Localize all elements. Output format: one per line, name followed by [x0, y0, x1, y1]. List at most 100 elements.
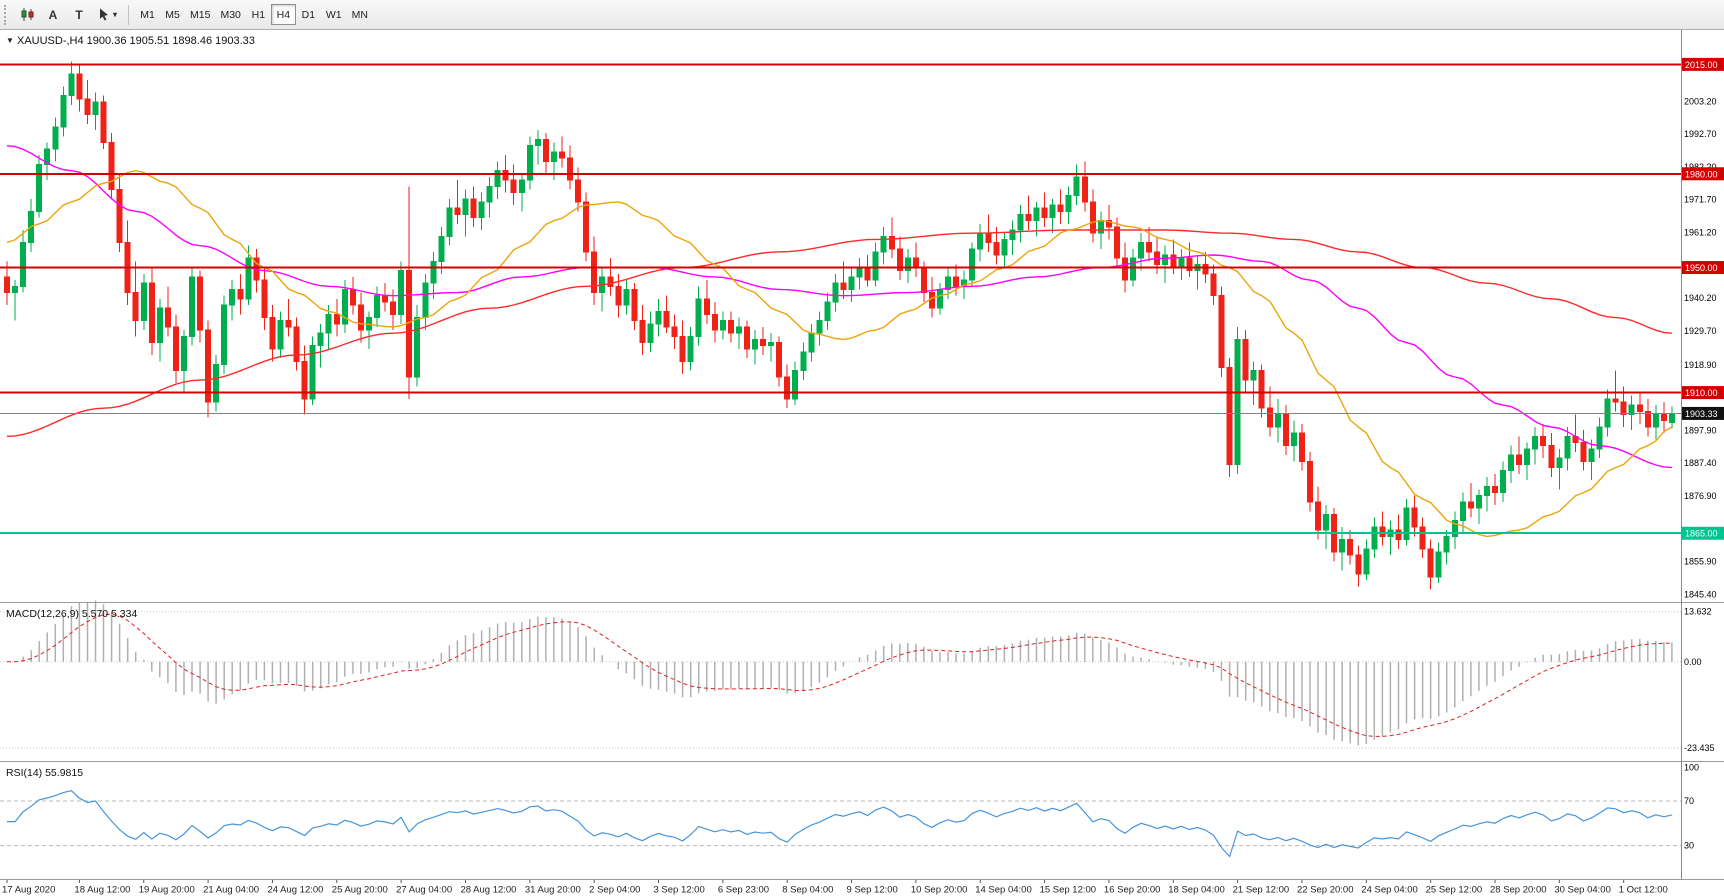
- time-label: 25 Aug 20:00: [332, 885, 388, 896]
- candle-body: [398, 270, 405, 315]
- candle-body: [1073, 176, 1080, 197]
- macd-signal-line: [6, 613, 1672, 737]
- macd-indicator-label: MACD(12,26,9) 5.570 5.334: [6, 608, 137, 620]
- candle-body: [333, 313, 340, 325]
- timeframe-m1-button[interactable]: M1: [135, 4, 160, 25]
- time-label: 15 Sep 12:00: [1040, 885, 1097, 896]
- candle-body: [4, 276, 11, 294]
- candle-body: [920, 267, 927, 294]
- candle-body: [1057, 204, 1064, 212]
- level-price-tag-label: 1865.00: [1685, 529, 1718, 539]
- rsi-line: [7, 790, 1673, 858]
- candle-body: [896, 248, 903, 272]
- time-label: 10 Sep 20:00: [911, 885, 968, 896]
- timeframe-m15-button[interactable]: M15: [185, 4, 215, 25]
- candle-body: [558, 151, 565, 159]
- time-label: 27 Aug 04:00: [396, 885, 452, 896]
- candle-body: [293, 326, 300, 362]
- timeframe-mn-button[interactable]: MN: [347, 4, 373, 25]
- candle-body: [969, 248, 976, 281]
- rsi-axis-label: 30: [1684, 841, 1694, 851]
- chart-area[interactable]: 2003.20 1992.70 1982.20 1971.70 1961.20 1940.…: [0, 30, 1724, 896]
- toolbar-grip[interactable]: [4, 4, 10, 25]
- candle-body: [727, 320, 734, 334]
- collapse-triangle-icon: ▼: [6, 36, 14, 45]
- candle-body: [784, 376, 791, 400]
- candle-body: [1508, 454, 1515, 472]
- timeframe-w1-button[interactable]: W1: [321, 4, 347, 25]
- timeframe-d1-button[interactable]: D1: [296, 4, 321, 25]
- candle-body: [309, 345, 316, 400]
- candle-body: [1025, 213, 1032, 222]
- time-label: 3 Sep 12:00: [654, 885, 705, 896]
- candle-body: [100, 101, 107, 144]
- candle-body: [1242, 338, 1249, 381]
- candle-body: [575, 179, 582, 203]
- candle-body: [840, 282, 847, 290]
- candle-body: [1138, 242, 1145, 259]
- candle-body: [647, 323, 654, 344]
- text-tool-button[interactable]: T: [67, 3, 91, 26]
- candle-body: [567, 157, 574, 181]
- candle-body: [671, 326, 678, 337]
- cursor-dropdown-button[interactable]: ▾: [93, 3, 121, 26]
- candle-body: [832, 282, 839, 303]
- candle-body: [1475, 495, 1482, 509]
- candle-body: [1548, 445, 1555, 469]
- level-price-tag-label: 1910.00: [1685, 388, 1718, 398]
- chart-background: [0, 30, 1724, 896]
- timeframe-m30-button[interactable]: M30: [215, 4, 245, 25]
- candle-body: [945, 276, 952, 290]
- macd-axis-label: -23.435: [1684, 743, 1715, 753]
- time-label: 19 Aug 20:00: [139, 885, 195, 896]
- level-price-tag-label: 1950.00: [1685, 263, 1718, 273]
- price-pane: [4, 61, 1675, 590]
- main-toolbar: A T ▾ M1 M5 M15 M30 H1 H4 D1 W1 MN: [0, 0, 1724, 30]
- time-label: 28 Aug 12:00: [460, 885, 516, 896]
- moving-average-fast-orange: [6, 169, 1673, 538]
- candle-body: [1065, 195, 1072, 212]
- candle-body: [341, 288, 348, 325]
- candle-body: [800, 351, 807, 372]
- candle-body: [1170, 254, 1177, 269]
- macd-axis-label: 13.632: [1684, 607, 1712, 617]
- candle-body: [679, 335, 686, 362]
- candle-body: [1130, 257, 1137, 281]
- timeframe-h1-button[interactable]: H1: [246, 4, 271, 25]
- candle-body: [438, 235, 445, 262]
- time-label: 31 Aug 20:00: [525, 885, 581, 896]
- candle-body: [140, 282, 147, 322]
- time-label: 25 Sep 12:00: [1426, 885, 1483, 896]
- candle-body: [792, 370, 799, 400]
- candle-body: [743, 326, 750, 350]
- candle-body: [864, 267, 871, 281]
- candle-body: [52, 126, 59, 150]
- time-label: 18 Aug 12:00: [74, 885, 130, 896]
- timeframe-h4-button[interactable]: H4: [270, 4, 296, 25]
- rsi-axis-label: 100: [1684, 763, 1699, 773]
- candle-body: [1459, 501, 1466, 522]
- candle-body: [44, 148, 51, 165]
- candle-body: [172, 326, 179, 372]
- timeframe-m5-button[interactable]: M5: [160, 4, 185, 25]
- time-label: 18 Sep 04:00: [1168, 885, 1225, 896]
- candle-body: [430, 260, 437, 284]
- rsi-axis-label: 70: [1684, 796, 1694, 806]
- candle-body: [880, 235, 887, 253]
- time-label: 14 Sep 04:00: [975, 885, 1032, 896]
- candle-body: [1500, 470, 1507, 494]
- candle-body: [1258, 370, 1265, 409]
- candle-body: [752, 338, 759, 350]
- font-tool-button[interactable]: A: [41, 3, 65, 26]
- time-label: 30 Sep 04:00: [1554, 885, 1611, 896]
- dropdown-caret-icon: ▾: [113, 10, 118, 19]
- chart-type-button[interactable]: [15, 3, 39, 26]
- time-label: 1 Oct 12:00: [1619, 885, 1668, 896]
- candle-body: [1001, 238, 1008, 256]
- candle-body: [1097, 220, 1104, 234]
- candle-body: [357, 304, 364, 331]
- candle-body: [221, 304, 228, 365]
- candle-body: [1564, 435, 1571, 459]
- candle-body: [237, 288, 244, 300]
- time-label: 2 Sep 04:00: [589, 885, 640, 896]
